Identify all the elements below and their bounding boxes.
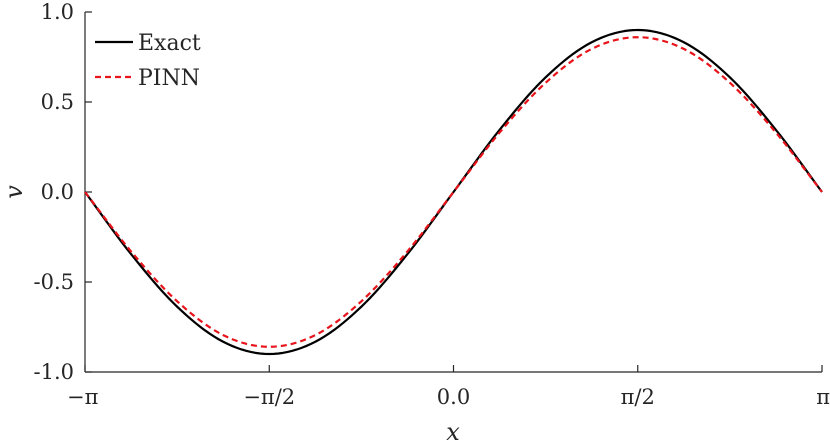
legend: Exact PINN bbox=[95, 31, 201, 91]
y-tick-label: 0.0 bbox=[41, 180, 74, 204]
x-tick-label: 0.0 bbox=[437, 385, 470, 409]
x-tick-label: π/2 bbox=[621, 385, 655, 409]
series-line-exact bbox=[84, 28, 823, 356]
y-tick-label: 0.5 bbox=[41, 90, 74, 114]
legend-label-exact: Exact bbox=[138, 31, 201, 56]
y-axis-label: v bbox=[0, 185, 28, 199]
series-layer bbox=[84, 28, 823, 356]
legend-label-pinn: PINN bbox=[138, 66, 200, 91]
x-axis-label: x bbox=[446, 418, 460, 443]
x-tick-label: −π/2 bbox=[243, 385, 295, 409]
x-tick-label: −π bbox=[67, 385, 99, 409]
y-ticks: 1.0 0.5 0.0 -0.5 -1.0 bbox=[34, 0, 92, 384]
y-tick-label: -1.0 bbox=[34, 360, 75, 384]
x-tick-label: π bbox=[816, 385, 830, 409]
y-tick-label: 1.0 bbox=[41, 0, 74, 24]
x-ticks: −π −π/2 0.0 π/2 π bbox=[67, 365, 830, 409]
series-line-pinn bbox=[84, 36, 823, 348]
y-tick-label: -0.5 bbox=[34, 270, 75, 294]
